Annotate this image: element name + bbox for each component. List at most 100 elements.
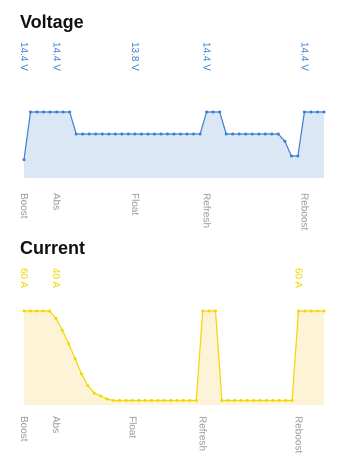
data-point [201, 309, 205, 313]
data-point [265, 399, 269, 402]
data-point [182, 399, 186, 402]
data-point [48, 110, 52, 114]
data-point [224, 132, 228, 136]
data-point [22, 158, 26, 162]
stage-label: Refresh [197, 416, 208, 451]
stage-label: Abs [50, 416, 61, 433]
data-point [172, 132, 176, 136]
data-point [126, 132, 130, 136]
data-point [162, 399, 166, 402]
data-point [139, 132, 143, 136]
value-label: 40 A [50, 268, 61, 288]
value-label: 14.4 V [18, 42, 29, 71]
data-point [277, 399, 281, 402]
data-point [252, 399, 256, 402]
data-point [133, 132, 137, 136]
stage-label: Boost [18, 193, 29, 219]
current-chart-panel: Current 60 A 40 A 60 A Boost Abs Float Refresh… [0, 235, 340, 467]
data-point [42, 110, 46, 114]
data-point [220, 399, 224, 402]
data-point [283, 139, 287, 143]
stage-label: Boost [18, 416, 29, 442]
current-chart: 60 A 40 A 60 A Boost Abs Float Refresh Reboost [18, 268, 326, 453]
area-fill [24, 311, 324, 405]
data-point [100, 132, 104, 136]
data-point [87, 132, 91, 136]
data-point [105, 397, 109, 401]
data-point [233, 399, 237, 402]
value-label: 14.4 V [51, 42, 62, 71]
data-point [244, 132, 248, 136]
data-point [290, 399, 294, 402]
data-point [81, 132, 85, 136]
stage-label: Reboost [293, 416, 304, 453]
value-label: 14.4 V [298, 42, 309, 71]
data-point [214, 309, 217, 313]
data-point [28, 309, 32, 313]
data-point [316, 110, 319, 114]
voltage-chart-panel: Voltage 14.4 V 14.4 V 13.8 V 14.4 V 14.4 V Bo… [18, 12, 326, 230]
data-point [35, 309, 39, 313]
data-point [309, 110, 313, 114]
data-point [137, 399, 141, 402]
data-point [185, 132, 189, 136]
chart-title: Voltage [20, 12, 84, 32]
value-label: 14.4 V [201, 42, 212, 71]
data-point [143, 399, 147, 402]
data-point [205, 110, 209, 114]
data-point [271, 399, 275, 402]
area-fill [24, 112, 324, 178]
data-point [94, 132, 98, 136]
data-point [316, 309, 320, 313]
data-point [146, 132, 150, 136]
data-point [250, 132, 254, 136]
data-point [152, 132, 156, 136]
data-point [270, 132, 274, 136]
data-point [239, 399, 243, 402]
data-point [92, 391, 96, 395]
data-point [22, 309, 26, 313]
data-point [61, 110, 65, 114]
voltage-chart: 14.4 V 14.4 V 13.8 V 14.4 V 14.4 V Boost Abs Fl… [18, 42, 326, 230]
data-point [245, 399, 249, 402]
data-point [258, 399, 262, 402]
stage-label: Float [127, 416, 138, 438]
data-point [48, 309, 51, 313]
data-point [74, 132, 78, 136]
data-point [226, 399, 230, 402]
data-point [41, 309, 45, 313]
data-point [188, 399, 192, 402]
data-point [169, 399, 173, 402]
data-point [131, 399, 134, 402]
data-point [284, 399, 288, 402]
data-point [159, 132, 163, 136]
data-point [120, 132, 124, 136]
chart-title: Current [20, 238, 86, 258]
stage-label: Abs [51, 193, 62, 210]
data-point [156, 399, 160, 402]
data-point [207, 309, 211, 313]
data-point [194, 399, 198, 402]
stage-label: Refresh [201, 193, 212, 228]
data-point [73, 357, 77, 361]
data-point [68, 110, 72, 114]
data-point [55, 110, 59, 114]
data-point [179, 132, 182, 136]
data-point [231, 132, 235, 136]
value-label: 13.8 V [129, 42, 140, 71]
data-point [297, 309, 300, 313]
data-point [111, 399, 115, 402]
data-point [276, 132, 280, 136]
data-point [175, 399, 179, 402]
stage-label: Reboost [298, 193, 309, 230]
data-point [150, 399, 154, 402]
data-point [29, 110, 32, 114]
data-point [218, 110, 222, 114]
data-point [296, 154, 300, 158]
data-point [67, 342, 71, 346]
data-point [322, 110, 326, 114]
data-point [198, 132, 202, 136]
data-point [124, 399, 128, 402]
data-point [263, 132, 267, 136]
data-point [113, 132, 117, 136]
